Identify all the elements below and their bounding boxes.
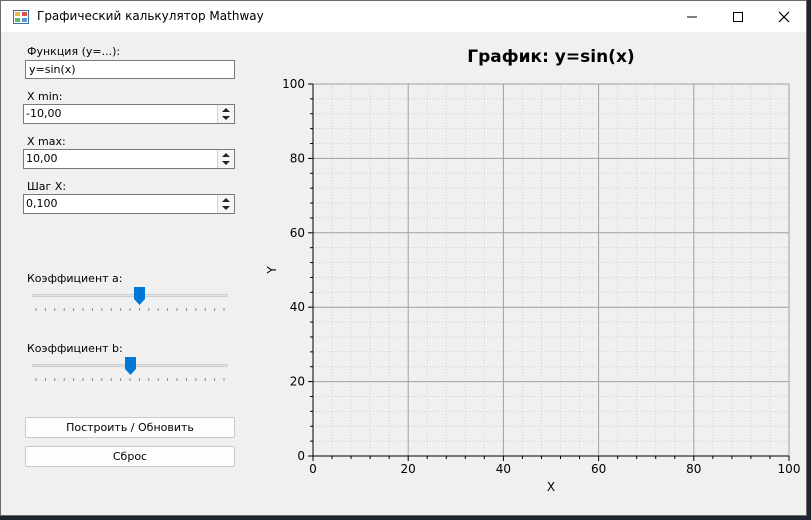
y-axis-label: Y — [265, 266, 279, 275]
arrow-down-icon[interactable] — [222, 161, 230, 165]
title-bar[interactable]: Графический калькулятор Mathway — [1, 1, 806, 32]
coef-b-slider-thumb[interactable] — [124, 357, 136, 375]
arrow-down-icon[interactable] — [222, 206, 230, 210]
function-input[interactable]: y=sin(x) — [25, 60, 235, 79]
x-axis-label: X — [547, 480, 555, 494]
xmin-value: -10,00 — [26, 107, 62, 120]
y-tick-label: 0 — [297, 449, 305, 463]
arrow-up-icon[interactable] — [222, 108, 230, 112]
maximize-button[interactable] — [715, 1, 761, 32]
y-tick-label: 80 — [290, 151, 305, 165]
arrow-down-icon[interactable] — [222, 116, 230, 120]
minimize-icon — [687, 16, 697, 17]
step-stepper-arrows[interactable] — [217, 195, 234, 213]
coef-b-slider-ticks — [35, 378, 225, 381]
x-tick-label: 20 — [401, 462, 416, 476]
xmax-label: X max: — [27, 135, 66, 148]
y-tick-label: 60 — [290, 226, 305, 240]
xmin-label: X min: — [27, 90, 63, 103]
maximize-icon — [733, 11, 743, 22]
app-icon — [13, 10, 29, 24]
plot-area — [313, 84, 789, 456]
chart-title: График: y=sin(x) — [467, 47, 635, 67]
y-tick-label: 100 — [282, 77, 305, 91]
coef-b-label: Коэффициент b: — [27, 342, 123, 355]
function-label: Функция (y=...): — [27, 45, 121, 58]
coef-a-label: Коэффициент a: — [27, 272, 123, 285]
chart-plot[interactable]: 0 20 40 60 80 100 0 20 40 60 80 100 X Y — [256, 71, 806, 511]
coef-a-slider-thumb[interactable] — [134, 287, 146, 305]
minimize-button[interactable] — [669, 1, 715, 32]
step-label: Шаг X: — [27, 180, 67, 193]
xmax-stepper-arrows[interactable] — [217, 150, 234, 168]
xmax-value: 10,00 — [26, 152, 58, 165]
coef-a-slider-track[interactable] — [32, 294, 228, 297]
xmin-stepper[interactable]: -10,00 — [23, 104, 235, 124]
close-button[interactable] — [761, 1, 806, 32]
x-tick-label: 80 — [686, 462, 701, 476]
step-stepper[interactable]: 0,100 — [23, 194, 235, 214]
close-icon — [778, 11, 790, 22]
x-tick-label: 0 — [309, 462, 317, 476]
x-tick-label: 60 — [591, 462, 606, 476]
xmin-stepper-arrows[interactable] — [217, 105, 234, 123]
build-update-button[interactable]: Построить / Обновить — [25, 417, 235, 438]
step-value: 0,100 — [26, 197, 58, 210]
y-tick-label: 40 — [290, 300, 305, 314]
xmax-stepper[interactable]: 10,00 — [23, 149, 235, 169]
arrow-up-icon[interactable] — [222, 198, 230, 202]
arrow-up-icon[interactable] — [222, 153, 230, 157]
y-tick-label: 20 — [290, 375, 305, 389]
x-tick-label: 40 — [496, 462, 511, 476]
x-tick-label: 100 — [778, 462, 801, 476]
reset-button[interactable]: Сброс — [25, 446, 235, 467]
window-title: Графический калькулятор Mathway — [37, 9, 264, 23]
coef-a-slider-ticks — [35, 308, 225, 311]
